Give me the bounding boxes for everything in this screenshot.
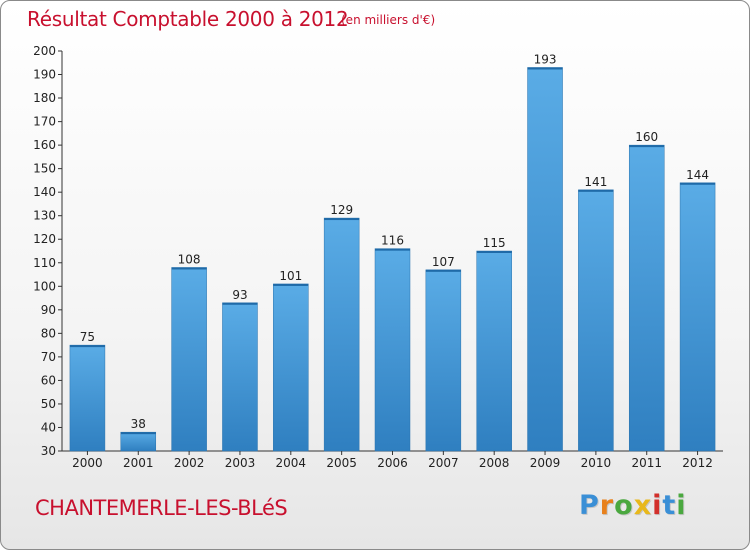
value-label: 38 xyxy=(131,417,146,431)
bar-top-edge xyxy=(629,145,665,148)
y-tick-label: 200 xyxy=(33,44,56,58)
logo-letter: P xyxy=(579,490,600,521)
bar-2003 xyxy=(222,302,258,452)
value-label: 108 xyxy=(178,252,201,266)
value-label: 115 xyxy=(483,236,506,250)
x-tick-label: 2005 xyxy=(326,456,357,470)
y-tick-label: 130 xyxy=(33,209,56,223)
proxiti-logo[interactable]: Proxiti xyxy=(579,490,687,521)
x-tick-label: 2007 xyxy=(428,456,459,470)
bar-2008 xyxy=(476,250,512,452)
y-tick-label: 60 xyxy=(41,373,56,387)
chart-subtitle: (en milliers d'€) xyxy=(341,13,436,27)
value-label: 116 xyxy=(381,234,404,248)
value-label: 75 xyxy=(80,330,95,344)
bar-top-edge xyxy=(476,251,512,253)
bar-top-edge xyxy=(527,67,563,70)
bar-top-edge xyxy=(120,432,156,435)
bar-2012 xyxy=(679,182,716,452)
bar-2010 xyxy=(578,189,614,452)
x-tick-label: 2002 xyxy=(174,456,205,470)
y-tick-label: 80 xyxy=(41,326,56,340)
y-tick-label: 150 xyxy=(33,162,56,176)
x-tick-label: 2000 xyxy=(72,456,103,470)
bar-top-edge xyxy=(578,189,614,192)
x-tick-label: 2008 xyxy=(479,456,510,470)
logo-letter: i xyxy=(652,490,663,521)
x-tick-label: 2004 xyxy=(276,456,307,470)
bar-2004 xyxy=(273,283,309,452)
value-label: 160 xyxy=(635,130,658,144)
y-tick-label: 170 xyxy=(33,115,56,129)
x-tick-label: 2006 xyxy=(377,456,408,470)
y-tick-label: 90 xyxy=(41,303,56,317)
logo-letter: o xyxy=(614,490,634,521)
value-label: 144 xyxy=(686,168,709,182)
bar-top-edge xyxy=(375,248,410,251)
y-tick-label: 70 xyxy=(41,350,56,364)
logo-letter: r xyxy=(599,490,615,521)
bar-2009 xyxy=(527,67,563,452)
x-tick-label: 2012 xyxy=(682,456,713,470)
bar-top-edge xyxy=(222,302,258,305)
commune-name: CHANTEMERLE-LES-BLéS xyxy=(35,496,288,520)
bar-top-edge xyxy=(324,218,360,221)
x-tick-label: 2003 xyxy=(225,456,256,470)
chart-title: Résultat Comptable 2000 à 2012 xyxy=(27,7,349,31)
bar-2006 xyxy=(374,248,411,452)
logo-letter: t xyxy=(662,490,677,521)
y-tick-label: 180 xyxy=(33,91,56,105)
bar-2011 xyxy=(628,144,665,452)
logo-letter: x xyxy=(633,490,653,521)
bar-2002 xyxy=(171,267,207,452)
bar-2000 xyxy=(69,344,106,452)
value-label: 129 xyxy=(330,203,353,217)
x-tick-label: 2001 xyxy=(123,456,154,470)
y-tick-label: 120 xyxy=(33,232,56,246)
y-tick-label: 100 xyxy=(33,279,56,293)
x-tick-label: 2010 xyxy=(581,456,612,470)
value-label: 141 xyxy=(584,175,607,189)
bar-top-edge xyxy=(273,283,309,286)
x-tick-label: 2009 xyxy=(530,456,561,470)
bar-top-edge xyxy=(680,182,716,185)
bar-2007 xyxy=(425,269,462,452)
y-tick-label: 190 xyxy=(33,68,56,82)
y-tick-label: 160 xyxy=(33,138,56,152)
bar-2005 xyxy=(323,217,360,452)
logo-letter: i xyxy=(676,490,687,521)
bar-2001 xyxy=(120,431,157,452)
y-tick-label: 110 xyxy=(33,256,56,270)
y-tick-label: 40 xyxy=(41,420,56,434)
x-tick-label: 2011 xyxy=(631,456,662,470)
value-label: 93 xyxy=(232,288,247,302)
value-label: 107 xyxy=(432,255,455,269)
y-tick-label: 30 xyxy=(41,444,56,458)
bar-top-edge xyxy=(69,345,105,348)
y-tick-label: 50 xyxy=(41,397,56,411)
bar-top-edge xyxy=(425,269,461,272)
value-label: 101 xyxy=(279,269,302,283)
value-label: 193 xyxy=(534,52,557,66)
y-tick-label: 140 xyxy=(33,185,56,199)
bar-top-edge xyxy=(171,267,207,270)
